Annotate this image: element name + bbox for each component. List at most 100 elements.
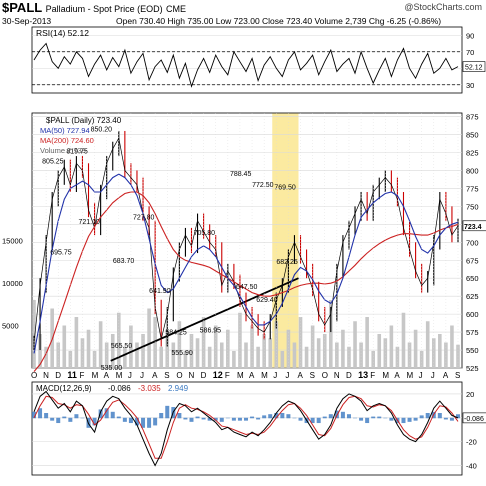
x-tick-label: F [225,371,230,380]
macd-histogram-bar [274,413,279,419]
volume-bar [304,346,309,368]
macd-histogram-bar [443,417,448,420]
macd-histogram-bar [310,417,315,424]
volume-tick-label: 15000 [2,237,23,246]
volume-bar [450,325,454,368]
macd-tick-label: -40 [466,461,477,470]
x-tick-label: F [79,371,84,380]
x-tick-label: D [346,371,352,380]
price-annotation: 565.50 [111,343,133,350]
macd-histogram-bar [383,417,388,419]
volume-bar [207,346,212,368]
macd-histogram-bar [292,417,297,419]
price-tick-label: 700 [466,238,479,247]
x-tick-label: M [407,371,414,380]
x-tick-label: F [370,371,375,380]
macd-histogram-bar [237,417,242,421]
volume-bar [232,351,236,368]
macd-histogram-bar [219,417,224,422]
macd-histogram-bar [183,417,188,420]
price-tick-label: 650 [466,274,479,283]
x-tick-label: 11 [67,370,77,380]
volume-bar [444,342,448,368]
macd-signal-line [33,395,459,459]
macd-histogram-bar [456,414,460,419]
macd-histogram-bar [165,405,170,419]
rsi-panel [31,26,463,94]
volume-bar [316,338,321,368]
volume-bar [389,325,394,368]
x-tick-label: A [249,371,255,380]
rsi-tick-label: 30 [466,81,474,90]
macd-histogram-bar [92,417,97,426]
price-line [33,137,459,343]
macd-histogram-bar [195,416,200,419]
price-annotation: 647.50 [236,284,258,291]
support-trendline [110,277,299,362]
price-annotation: 555.90 [171,350,193,357]
volume-bar [298,317,303,368]
volume-bar [165,329,170,368]
macd-histogram-bar [268,414,273,419]
macd-histogram-bar [225,417,230,419]
volume-bar [219,342,224,368]
volume-bar [256,346,260,368]
macd-tick-label: -20 [466,438,477,447]
volume-bar [425,321,430,368]
macd-histogram-bar [44,413,49,419]
price-tick-label: 825 [466,149,479,158]
rsi-tick-label: 70 [466,48,474,57]
price-legend: $PALL (Daily) 723.40 [46,116,122,125]
x-tick-label: J [285,371,289,380]
quote-date: 30-Sep-2013 [2,16,52,26]
macd-histogram-bar [207,417,212,421]
rsi-last-box [462,61,486,72]
volume-bar [359,342,363,368]
macd-panel [31,381,463,476]
macd-histogram-bar [38,408,43,419]
x-tick-label: M [237,371,244,380]
macd-histogram-bar [177,413,182,419]
macd-histogram-bar [62,416,67,419]
price-tick-label: 750 [466,202,479,211]
macd-histogram-bar [437,413,442,419]
x-tick-label: J [431,371,435,380]
volume-bar [395,346,400,368]
volume-bar [56,342,61,368]
macd-legend-name: MACD(12,26,9) [36,384,92,393]
macd-histogram-bar [316,417,321,424]
macd-legend-signal: -3.035 [138,384,161,393]
ma200-legend: MA(200) 724.60 [40,136,94,145]
rsi-layer: 3050709052.12 [32,31,486,90]
macd-legend-hist: 2.949 [168,384,189,393]
price-annotation: 695.75 [50,249,72,256]
price-tick-label: 525 [466,364,479,373]
volume-bar [201,317,206,368]
price-annotation: 727.80 [133,214,155,221]
macd-line [33,390,459,467]
macd-histogram-bar [104,408,109,419]
x-tick-label: A [152,371,158,380]
macd-histogram-bar [359,417,364,421]
macd-histogram-bar [365,417,370,424]
price-tick-label: 775 [466,184,479,193]
volume-bar [365,317,369,368]
macd-histogram-bar [419,415,424,419]
price-annotation: 586.95 [200,328,222,335]
volume-bar [280,351,285,368]
x-tick-label: A [104,371,110,380]
volume-bar [413,329,418,368]
price-tick-label: 600 [466,310,479,319]
price-tick-label: 675 [466,256,479,265]
volume-bar [341,329,345,368]
price-annotation: 772.50 [252,182,274,189]
volume-bar [135,342,139,368]
x-tick-label: O [322,371,328,380]
volume-bar [153,317,157,368]
macd-histogram-bar [334,410,339,419]
ma50-legend: MA(50) 727.94 [40,126,90,135]
volume-bar [171,342,176,368]
volume-bar [86,329,91,368]
volume-bar [104,342,109,368]
